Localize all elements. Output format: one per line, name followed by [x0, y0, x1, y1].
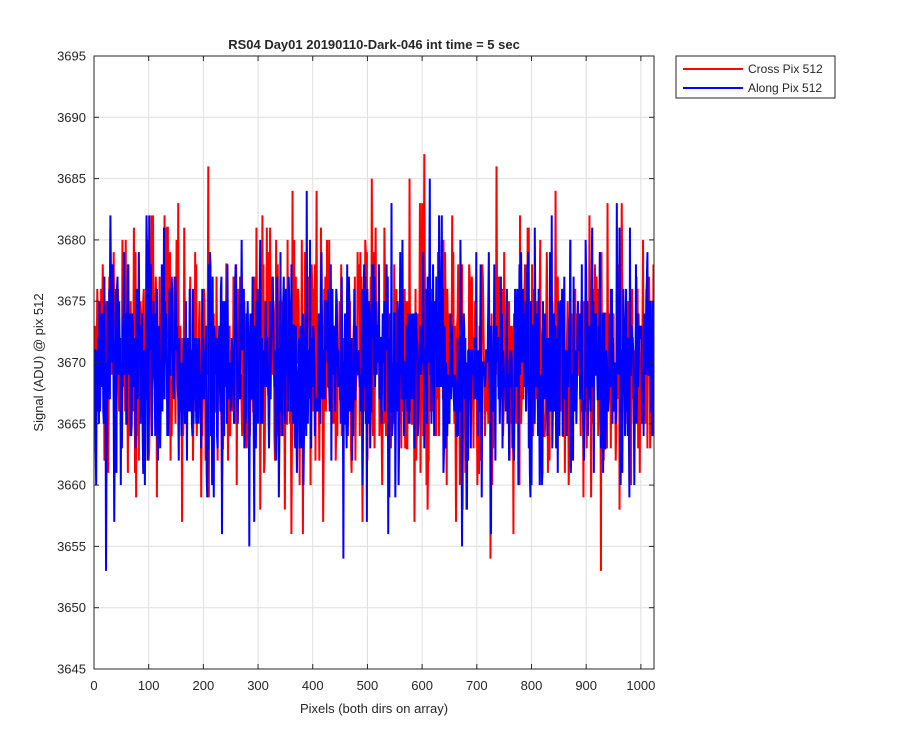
x-tick-label: 800 — [521, 678, 543, 693]
y-tick-label: 3650 — [57, 600, 86, 615]
x-tick-label: 1000 — [626, 678, 655, 693]
y-tick-label: 3680 — [57, 232, 86, 247]
legend: Cross Pix 512 Along Pix 512 — [675, 55, 836, 99]
y-tick-label: 3660 — [57, 478, 86, 493]
y-tick-label: 3695 — [57, 49, 86, 64]
x-tick-label: 0 — [90, 678, 97, 693]
x-tick-label: 900 — [575, 678, 597, 693]
y-tick-label: 3655 — [57, 539, 86, 554]
y-tick-label: 3645 — [57, 662, 86, 677]
y-axis-label: Signal (ADU) @ pix 512 — [31, 293, 46, 431]
x-tick-label: 500 — [357, 678, 379, 693]
y-tick-label: 3690 — [57, 110, 86, 125]
legend-label-cross: Cross Pix 512 — [748, 62, 823, 76]
x-tick-label: 400 — [302, 678, 324, 693]
y-tick-label: 3665 — [57, 416, 86, 431]
legend-label-along: Along Pix 512 — [748, 81, 822, 95]
series-layer — [94, 154, 654, 571]
chart-title: RS04 Day01 20190110-Dark-046 int time = … — [228, 37, 520, 52]
x-tick-label: 600 — [411, 678, 433, 693]
y-tick-label: 3675 — [57, 294, 86, 309]
x-tick-label: 100 — [138, 678, 160, 693]
y-tick-label: 3670 — [57, 355, 86, 370]
series-line-along-pix-512 — [94, 178, 654, 571]
y-tick-label: 3685 — [57, 171, 86, 186]
x-axis-label: Pixels (both dirs on array) — [300, 701, 448, 716]
y-axis-ticks: 3645 3650 3655 3660 3665 3670 3675 3680 3685 3690… — [57, 49, 654, 677]
x-tick-label: 200 — [193, 678, 215, 693]
plot-clip — [94, 154, 654, 571]
x-axis-ticks: 0 100 200 300 400 500 600 700 800 900 1000 — [90, 56, 655, 693]
x-tick-label: 300 — [247, 678, 269, 693]
x-tick-label: 700 — [466, 678, 488, 693]
legend-box — [675, 55, 836, 99]
